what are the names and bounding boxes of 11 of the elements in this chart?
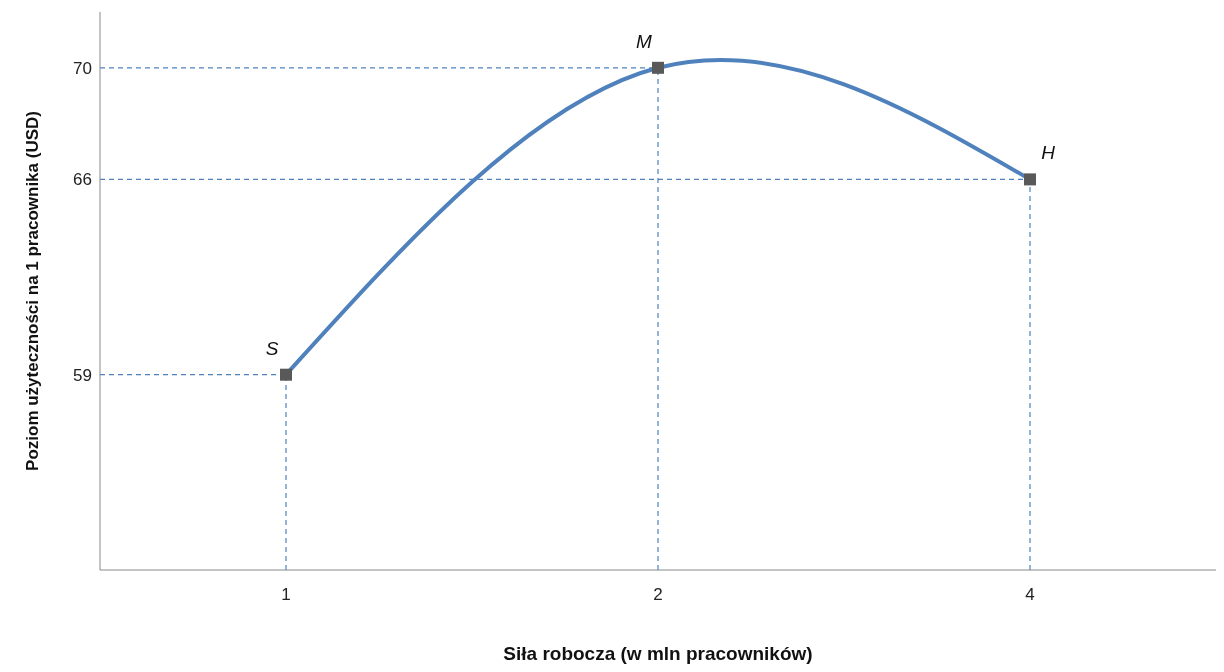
x-tick-label: 2 bbox=[653, 585, 663, 605]
annotation: S bbox=[265, 337, 279, 359]
y-axis-title: Poziom użyteczności na 1 pracownika (USD) bbox=[23, 111, 43, 471]
annotation: M bbox=[636, 30, 653, 52]
y-tick-label: 66 bbox=[73, 170, 92, 190]
x-tick-label: 4 bbox=[1025, 585, 1035, 605]
y-tick-label: 59 bbox=[73, 365, 92, 385]
x-tick-label: 1 bbox=[281, 585, 291, 605]
y-tick-label: 70 bbox=[73, 58, 92, 78]
annotation: H bbox=[1041, 142, 1056, 164]
x-axis-title: Siła robocza (w mln pracowników) bbox=[503, 643, 813, 664]
